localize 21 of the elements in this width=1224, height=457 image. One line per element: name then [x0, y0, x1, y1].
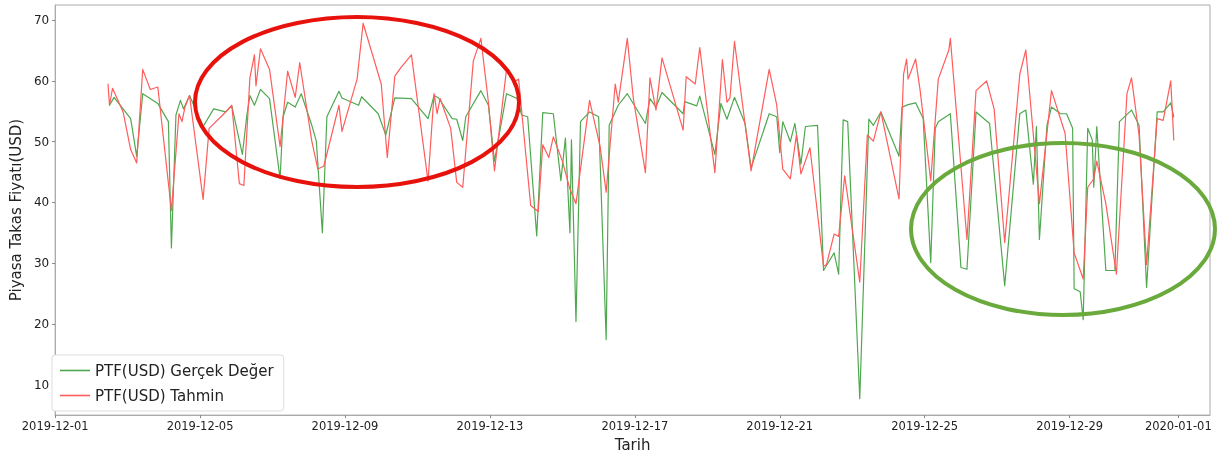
- y-tick-label: 60: [33, 73, 50, 88]
- x-tick-label: 2019-12-25: [891, 419, 959, 434]
- y-axis-title: Piyasa Takas Fiyatı(USD): [6, 118, 25, 302]
- x-axis-title: Tarih: [613, 435, 651, 454]
- y-tick-label: 70: [33, 13, 50, 28]
- legend-label: PTF(USD) Gerçek Değer: [95, 361, 275, 380]
- x-tick-label: 2019-12-29: [1036, 419, 1104, 434]
- x-tick-label: 2019-12-21: [746, 419, 814, 434]
- y-tick-label: 10: [33, 377, 50, 392]
- y-tick-label: 20: [33, 316, 50, 331]
- y-tick-label: 50: [33, 134, 50, 149]
- y-tick-label: 40: [33, 195, 50, 210]
- line-series: [107, 22, 1175, 283]
- y-tick-label: 30: [33, 256, 50, 271]
- x-tick-label: 2019-12-13: [456, 419, 524, 434]
- x-tick-label: 2019-12-17: [601, 419, 669, 434]
- x-tick-label: 2019-12-09: [311, 419, 379, 434]
- legend-label: PTF(USD) Tahmin: [95, 386, 225, 405]
- x-tick-label: 2019-12-05: [166, 419, 234, 434]
- x-tick-label: 2019-12-01: [21, 419, 89, 434]
- x-tick-label: 2020-01-01: [1144, 419, 1212, 434]
